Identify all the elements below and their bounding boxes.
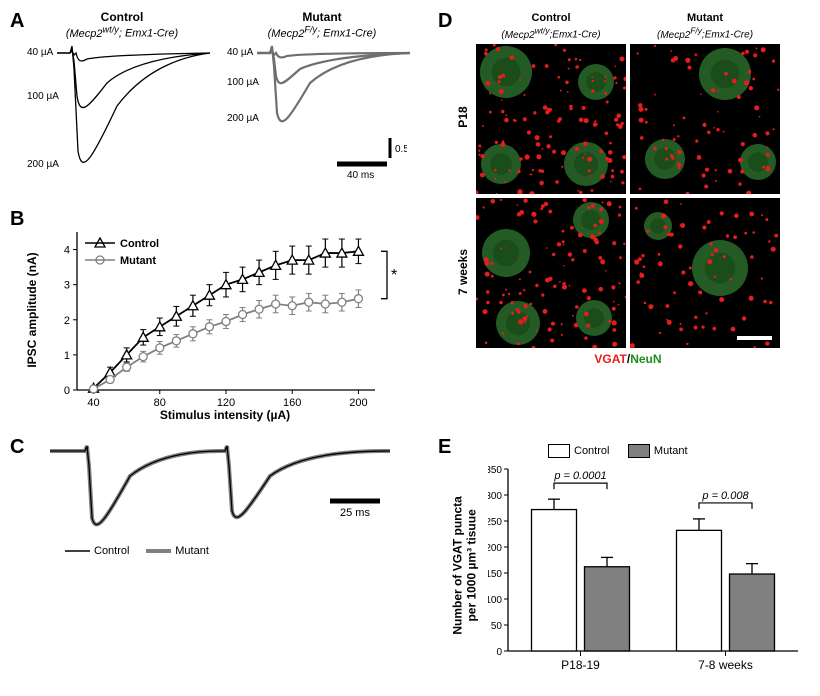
scale-bars-icon: 0.5 nA 40 ms [322, 136, 407, 181]
col-head-control: Control (Mecp2wt/y;Emx1-Cre) [476, 12, 626, 40]
ylabel-line2: per 1000 µm³ tisuue [465, 509, 479, 621]
vgat-text: VGAT [594, 352, 626, 366]
scalebar-icon [737, 336, 772, 340]
svg-text:100: 100 [488, 595, 502, 606]
panel-b-ylabel: IPSC amplitude (nA) [25, 240, 39, 380]
legend-control: Control [65, 545, 129, 557]
row-head-7w: 7 weeks [456, 242, 470, 302]
svg-text:250: 250 [488, 517, 502, 528]
svg-text:150: 150 [488, 569, 502, 580]
panel-b-xlabel: Stimulus intensity (µA) [125, 408, 325, 422]
micrograph-7w-control [476, 198, 626, 348]
vgat-neun-caption: VGAT/NeuN [476, 352, 780, 372]
mu-200: 200 µA [227, 113, 259, 124]
mu-200: 200 µA [27, 159, 59, 170]
panel-e-chart-svg: 0 50 100 150 200 250 300 350 P18-19 p = 0.0001 7… [488, 441, 808, 676]
svg-text:40: 40 [87, 397, 99, 409]
panel-a-control-title: Control (Mecp2wt/y; Emx1-Cre) [32, 10, 212, 41]
control-traces-svg [32, 41, 212, 181]
row-head-p18: P18 [456, 87, 470, 147]
panel-d: D P18 7 weeks Control (Mecp2wt/y;Emx1-Cr… [438, 10, 818, 420]
legend-mutant-label: Mutant [175, 545, 209, 557]
panel-a-control: Control (Mecp2wt/y; Emx1-Cre) 40 µA 100 … [32, 10, 212, 221]
svg-text:350: 350 [488, 465, 502, 476]
panel-c-legend: Control Mutant [65, 545, 223, 558]
ylabel-line1: Number of VGAT puncta [451, 496, 465, 634]
title-text: Control [531, 12, 570, 24]
neun-text: NeuN [630, 352, 661, 366]
mu-40: 40 µA [227, 47, 253, 58]
panel-a: A Control (Mecp2wt/y; Emx1-Cre) [10, 10, 430, 200]
svg-text:7-8 weeks: 7-8 weeks [698, 658, 753, 672]
panel-c: C 25 ms Control Mutant [10, 436, 430, 556]
panel-d-label: D [438, 10, 452, 33]
subtitle-text: (Mecp2F/y;Emx1-Cre) [657, 30, 753, 41]
title-text: Mutant [687, 12, 723, 24]
subtitle-text: (Mecp2wt/y;Emx1-Cre) [501, 30, 600, 41]
svg-text:Mutant: Mutant [120, 255, 156, 267]
mu-100: 100 µA [27, 91, 59, 102]
svg-text:50: 50 [491, 621, 503, 632]
svg-text:3: 3 [64, 280, 70, 292]
svg-text:0.5 nA: 0.5 nA [395, 144, 407, 155]
panel-a-label: A [10, 10, 24, 33]
svg-text:Control: Control [120, 238, 159, 250]
panel-b-label: B [10, 208, 24, 231]
title-text: Control [101, 10, 144, 24]
svg-text:200: 200 [349, 397, 367, 409]
svg-text:0: 0 [496, 647, 502, 658]
panel-a-mutant-title: Mutant (Mecp2F/y; Emx1-Cre) [232, 10, 412, 41]
svg-text:p = 0.008: p = 0.008 [701, 490, 749, 502]
panel-b-chart-svg: 012344080120160200 Control Mutant * [55, 220, 400, 420]
svg-text:P18-19: P18-19 [561, 658, 600, 672]
panel-b: B 012344080120160200 Control Mutant * IP… [10, 208, 430, 428]
panel-c-traces-svg: 25 ms [30, 436, 430, 546]
svg-text:4: 4 [64, 245, 70, 257]
mu-40: 40 µA [27, 47, 53, 58]
panel-e-label: E [438, 436, 451, 459]
svg-text:300: 300 [488, 491, 502, 502]
legend-control-label: Control [94, 545, 129, 557]
micrograph-p18-control [476, 44, 626, 194]
svg-text:200: 200 [488, 543, 502, 554]
subtitle-text: (Mecp2F/y; Emx1-Cre) [268, 28, 377, 40]
svg-text:p = 0.0001: p = 0.0001 [553, 470, 606, 482]
micrograph-7w-mutant [630, 198, 780, 348]
title-text: Mutant [302, 10, 341, 24]
micrograph-p18-mutant [630, 44, 780, 194]
subtitle-text: (Mecp2wt/y; Emx1-Cre) [66, 28, 178, 40]
svg-text:*: * [391, 267, 397, 284]
svg-text:0: 0 [64, 385, 70, 397]
svg-text:25 ms: 25 ms [340, 507, 370, 519]
col-head-mutant: Mutant (Mecp2F/y;Emx1-Cre) [630, 12, 780, 40]
figure-root: A Control (Mecp2wt/y; Emx1-Cre) [10, 10, 810, 686]
svg-text:1: 1 [64, 350, 70, 362]
svg-text:2: 2 [64, 315, 70, 327]
panel-e: E Control Mutant 050100150200250300350 P… [438, 436, 818, 686]
panel-a-mutant: Mutant (Mecp2F/y; Emx1-Cre) 40 µA 100 µA… [232, 10, 412, 221]
panel-e-ylabel: Number of VGAT puncta per 1000 µm³ tisuu… [451, 480, 480, 650]
panel-c-label: C [10, 436, 24, 459]
svg-text:40 ms: 40 ms [347, 170, 374, 181]
mu-100: 100 µA [227, 77, 259, 88]
legend-mutant: Mutant [146, 545, 209, 557]
